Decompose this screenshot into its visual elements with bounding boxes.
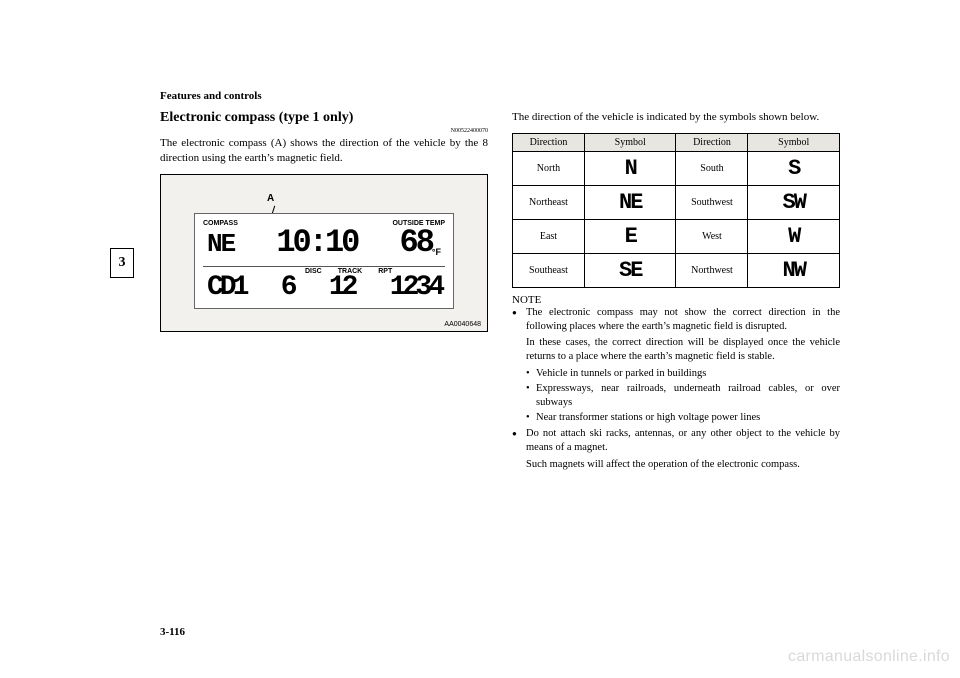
dir-cell: South [676,151,748,185]
right-intro: The direction of the vehicle is indicate… [512,110,840,125]
lcd-row-2: CD1 6 12 1234 [207,272,441,303]
sub-item: Vehicle in tunnels or parked in building… [526,367,840,381]
dir-cell: West [676,219,748,253]
note-heading: NOTE [512,294,840,306]
th-direction-1: Direction [513,133,585,151]
sym-cell: SE [584,253,676,287]
dir-cell: North [513,151,585,185]
table-row: Southeast SE Northwest NW [513,253,840,287]
table-row: East E West W [513,219,840,253]
note-paragraph: Such magnets will affect the operation o… [526,458,840,472]
cd-value: CD1 [207,272,245,303]
sym-cell: E [584,219,676,253]
lcd-divider [203,266,445,267]
watermark-text: carmanualsonline.info [788,648,950,666]
note-item: Do not attach ski racks, antennas, or an… [512,427,840,472]
figure-box: A COMPASS OUTSIDE TEMP NE 10:10 68°F DIS… [160,174,488,332]
figure-code: AA0040648 [444,321,481,328]
topic-title: Electronic compass (type 1 only) [160,110,488,126]
sym-cell: NW [748,253,840,287]
note-text: The electronic compass may not show the … [526,307,840,332]
callout-label-a: A [267,193,274,204]
dir-cell: Northeast [513,185,585,219]
topic-paragraph: The electronic compass (A) shows the dir… [160,136,488,166]
dir-cell: Southeast [513,253,585,287]
table-header-row: Direction Symbol Direction Symbol [513,133,840,151]
left-column: Electronic compass (type 1 only) N005224… [160,110,488,474]
page-number: 3-116 [160,626,185,638]
dir-cell: Northwest [676,253,748,287]
right-column: The direction of the vehicle is indicate… [512,110,840,474]
section-header: Features and controls [160,90,840,102]
th-symbol-1: Symbol [584,133,676,151]
th-symbol-2: Symbol [748,133,840,151]
th-direction-2: Direction [676,133,748,151]
note-paragraph: In these cases, the correct direction wi… [526,336,840,364]
dir-cell: East [513,219,585,253]
sym-cell: W [748,219,840,253]
sym-cell: S [748,151,840,185]
lcd-display: COMPASS OUTSIDE TEMP NE 10:10 68°F DISC … [194,213,454,309]
dir-cell: Southwest [676,185,748,219]
sym-cell: N [584,151,676,185]
temp-value: 68 [399,224,431,261]
temp-group: 68°F [399,224,441,261]
sub-item: Near transformer stations or high voltag… [526,411,840,425]
note-sublist: Vehicle in tunnels or parked in building… [526,367,840,426]
note-text: Do not attach ski racks, antennas, or an… [526,428,840,453]
sym-cell: SW [748,185,840,219]
sub-item: Expressways, near railroads, underneath … [526,382,840,410]
table-row: Northeast NE Southwest SW [513,185,840,219]
chapter-tab: 3 [110,248,134,278]
temp-unit: °F [432,247,441,257]
table-row: North N South S [513,151,840,185]
two-column-layout: Electronic compass (type 1 only) N005224… [160,110,840,474]
track-value: 12 [329,272,355,303]
ref-code: N00522400070 [160,128,488,134]
disc-value: 6 [281,272,294,303]
direction-table: Direction Symbol Direction Symbol North … [512,133,840,288]
compass-value: NE [207,229,234,259]
note-list: The electronic compass may not show the … [512,306,840,472]
time-value: 10:10 [276,224,357,261]
lcd-row-1: NE 10:10 68°F [207,224,441,261]
rpt-value: 1234 [390,272,441,303]
manual-page: Features and controls Electronic compass… [0,0,960,678]
note-item: The electronic compass may not show the … [512,306,840,425]
sym-cell: NE [584,185,676,219]
